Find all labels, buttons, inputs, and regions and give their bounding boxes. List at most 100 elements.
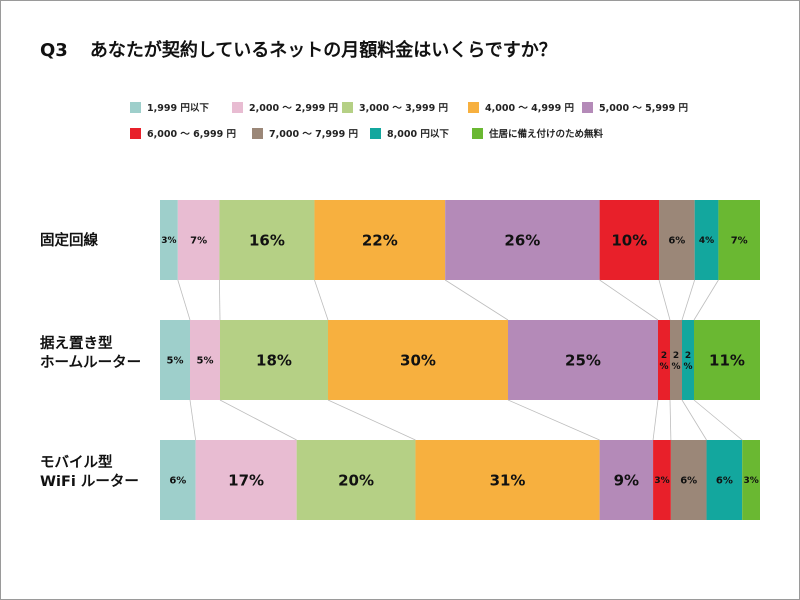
row-label: 据え置き型 ホームルーター [40, 335, 141, 373]
bar-segment [659, 200, 695, 280]
connector-line [658, 279, 671, 321]
legend-label: 2,000 ～ 2,999 円 [249, 103, 339, 114]
data-label: 5% [197, 356, 214, 367]
data-label: 2 [673, 351, 679, 361]
bar-segment [328, 320, 508, 400]
connector-line [507, 399, 600, 441]
bar-segment [220, 320, 328, 400]
bar-segment [160, 200, 178, 280]
legend-label: 1,999 円以下 [147, 103, 209, 114]
bar-segment [219, 200, 315, 280]
data-label: 10% [611, 231, 647, 249]
connector-line [177, 279, 191, 321]
legend-label: 8,000 円以下 [387, 129, 449, 140]
legend-swatch [582, 102, 593, 113]
data-label: 22% [362, 231, 398, 249]
legend-label: 6,000 ～ 6,999 円 [147, 129, 237, 140]
legend-swatch [252, 128, 263, 139]
connector-line [219, 399, 297, 441]
legend-label: 5,000 ～ 5,999 円 [599, 103, 689, 114]
row-label-line: WiFi ルーター [40, 474, 139, 490]
legend-item: 6,000 ～ 6,999 円 [130, 126, 236, 140]
bar-segment [706, 440, 743, 520]
bar-segment [599, 440, 654, 520]
connector-line [681, 399, 707, 441]
bar-segment [508, 320, 658, 400]
question-text: あなたが契約しているネットの月額料金はいくらですか？ [89, 40, 557, 61]
data-label: 31% [490, 471, 526, 489]
bar-segment [653, 440, 671, 520]
bar-segment [160, 320, 190, 400]
data-label: 3% [161, 236, 176, 246]
connector-line [599, 279, 659, 321]
legend-item: 7,000 ～ 7,999 円 [252, 126, 358, 140]
data-label: 9% [614, 471, 639, 489]
bar-segment [190, 320, 220, 400]
data-label-unit: % [683, 362, 692, 372]
question-number: Q3 [40, 40, 68, 61]
connector-line [652, 399, 659, 441]
connector-line [189, 399, 197, 441]
data-label: 30% [400, 351, 436, 369]
legend-swatch [342, 102, 353, 113]
legend-item: 8,000 円以下 [370, 126, 449, 140]
legend-item: 1,999 円以下 [130, 100, 209, 114]
legend-label: 4,000 ～ 4,999 円 [485, 103, 575, 114]
legend-item: 3,000 ～ 3,999 円 [342, 100, 448, 114]
connector-line [693, 399, 743, 441]
legend-swatch [468, 102, 479, 113]
data-label: 3% [743, 476, 758, 486]
data-label: 20% [338, 471, 374, 489]
legend-item: 住居に備え付けのため無料 [472, 126, 603, 140]
data-label: 26% [504, 231, 540, 249]
legend-label: 7,000 ～ 7,999 円 [269, 129, 359, 140]
legend-item: 5,000 ～ 5,999 円 [582, 100, 688, 114]
bar-segment [682, 320, 694, 400]
data-label: 4% [699, 236, 714, 246]
data-label: 2 [661, 351, 667, 361]
chart-title: Q3 あなたが契約しているネットの月額料金はいくらですか？ [40, 36, 557, 62]
legend-swatch [370, 128, 381, 139]
bar-segment [195, 440, 297, 520]
legend-swatch [232, 102, 243, 113]
data-label: 6% [169, 476, 186, 487]
bar-segment [718, 200, 760, 280]
row-label-line: ホームルーター [40, 355, 142, 371]
data-label: 16% [249, 231, 285, 249]
bar-segment [694, 200, 719, 280]
legend-swatch [130, 128, 141, 139]
bar-segment [694, 320, 760, 400]
legend-label: 3,000 ～ 3,999 円 [359, 103, 449, 114]
data-label: 17% [228, 471, 264, 489]
legend-swatch [472, 128, 483, 139]
bar-segment [742, 440, 760, 520]
data-label: 5% [167, 356, 184, 367]
bar-segment [670, 440, 707, 520]
bar-segment [160, 440, 196, 520]
data-label: 6% [680, 476, 697, 487]
connector-line [693, 279, 719, 321]
connector-line [314, 279, 329, 321]
row-label-line: モバイル型 [40, 455, 113, 471]
connector-line [219, 279, 221, 321]
bar-segment [314, 200, 446, 280]
row-label: 固定回線 [40, 232, 98, 251]
data-label: 6% [716, 476, 733, 487]
connector-line [669, 399, 672, 441]
row-label-line: 固定回線 [40, 233, 98, 249]
bar-segment [415, 440, 600, 520]
connector-line [327, 399, 416, 441]
data-label-unit: % [659, 362, 668, 372]
legend-item: 2,000 ～ 2,999 円 [232, 100, 338, 114]
bar-segment [177, 200, 220, 280]
data-label: 7% [190, 236, 207, 247]
data-label: 25% [565, 351, 601, 369]
data-label: 3% [654, 476, 669, 486]
bar-segment [599, 200, 660, 280]
legend-label: 住居に備え付けのため無料 [489, 129, 604, 140]
data-label: 2 [685, 351, 691, 361]
bar-segment [445, 200, 600, 280]
bar-segment [670, 320, 682, 400]
data-label-unit: % [671, 362, 680, 372]
